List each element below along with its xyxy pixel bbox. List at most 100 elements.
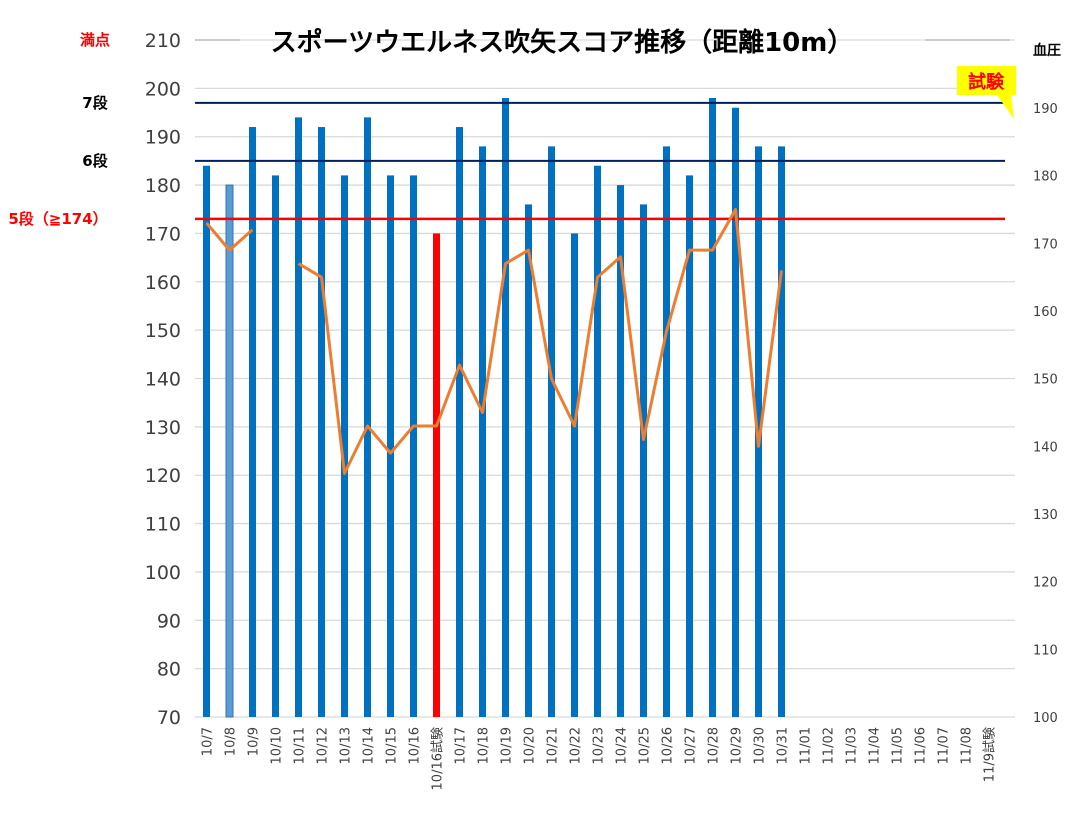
x-tick-label: 10/11 (293, 727, 308, 764)
bar (548, 146, 555, 717)
x-tick-label: 10/26 (661, 727, 676, 764)
x-tick-label: 10/14 (362, 727, 377, 764)
x-tick-label: 11/04 (868, 727, 883, 764)
x-tick-label: 11/03 (845, 727, 860, 764)
y-tick-label: 170 (145, 223, 181, 245)
y-tick-label: 120 (145, 465, 181, 487)
chart-title: スポーツウエルネス吹矢スコア推移（距離10m） (271, 27, 854, 58)
x-tick-label: 10/21 (546, 727, 561, 764)
bar (249, 127, 256, 718)
bar (272, 175, 279, 717)
y-tick-label: 210 (145, 30, 181, 52)
bar (456, 127, 463, 718)
y-tick-label: 80 (157, 659, 181, 681)
bar (640, 204, 647, 717)
x-tick-label: 10/10 (270, 727, 285, 764)
line-segment (297, 208, 783, 475)
axis-layer: 70 80 90 100 110 120 130 140 150 160 170 180 190 200 2… (8, 30, 1057, 790)
bar (732, 107, 739, 717)
y2-tick-label: 110 (1033, 643, 1058, 658)
exam-callout: 試験 (957, 66, 1016, 119)
y2-tick-label: 190 (1033, 102, 1058, 117)
y-tick-label: 110 (145, 514, 181, 536)
blood-pressure-line-layer (205, 208, 783, 475)
x-tick-label: 10/28 (707, 727, 722, 764)
x-tick-label: 10/8 (224, 727, 239, 756)
bar (479, 146, 486, 717)
x-tick-label: 11/07 (937, 727, 952, 764)
bar (525, 204, 532, 717)
x-tick-label: 10/13 (339, 727, 354, 764)
x-tick-label: 11/08 (960, 727, 975, 764)
x-tick-label: 10/18 (477, 727, 492, 764)
bar (410, 175, 417, 717)
x-tick-label: 10/27 (684, 727, 699, 764)
x-tick-label: 10/17 (454, 727, 469, 764)
reference-line-label: 7段 (82, 94, 107, 112)
reference-line-label: 満点 (80, 31, 110, 49)
callout-text: 試験 (968, 71, 1005, 93)
line-segment (205, 222, 254, 252)
x-tick-label: 10/12 (316, 727, 331, 764)
bars-layer (203, 98, 785, 718)
bar (663, 146, 670, 717)
bar (387, 175, 394, 717)
callout-shape (957, 66, 1016, 119)
x-tick-label: 11/02 (822, 727, 837, 764)
y-tick-label: 90 (157, 610, 181, 632)
x-tick-label: 10/15 (385, 727, 400, 764)
x-tick-label: 10/24 (615, 727, 630, 764)
bar (318, 127, 325, 718)
reference-line-label: 5段（≧174） (8, 210, 107, 228)
x-tick-label: 10/16 (408, 727, 423, 764)
x-tick-label: 10/20 (523, 727, 538, 764)
x-tick-label: 10/29 (730, 727, 745, 764)
y-tick-label: 180 (145, 175, 181, 197)
y2-tick-label: 160 (1033, 305, 1058, 320)
y2-tick-label: 130 (1033, 508, 1058, 523)
x-tick-label: 11/9試験 (982, 727, 998, 782)
bar (295, 117, 302, 717)
y-tick-label: 130 (145, 417, 181, 439)
x-tick-label: 10/31 (776, 727, 791, 764)
grid-layer (195, 39, 1015, 718)
bar (341, 175, 348, 717)
y-tick-label: 70 (157, 707, 181, 729)
x-tick-label: 11/06 (914, 727, 929, 764)
x-tick-label: 10/23 (592, 727, 607, 764)
x-tick-label: 11/05 (891, 727, 906, 764)
y2-tick-label: 120 (1033, 576, 1058, 591)
bar (686, 175, 693, 717)
reference-lines-layer (195, 39, 1010, 221)
x-tick-label: 10/25 (638, 727, 653, 764)
bar (594, 165, 601, 717)
y-tick-label: 190 (145, 127, 181, 149)
bar (571, 233, 578, 717)
x-tick-label: 10/19 (500, 727, 515, 764)
bar (709, 98, 716, 718)
bar (778, 146, 785, 717)
bar (364, 117, 371, 717)
y-tick-label: 200 (145, 78, 181, 100)
y2-tick-label: 180 (1033, 170, 1058, 185)
x-tick-label: 10/22 (569, 727, 584, 764)
y2-tick-label: 150 (1033, 373, 1058, 388)
bar (203, 165, 210, 717)
y2-tick-label: 100 (1033, 711, 1058, 726)
bar (617, 185, 624, 718)
reference-line-label: 6段 (82, 152, 107, 170)
bar (433, 233, 440, 717)
y-tick-label: 150 (145, 320, 181, 342)
bar (225, 184, 234, 718)
right-axis-title: 血圧 (1033, 42, 1061, 59)
y2-tick-label: 170 (1033, 237, 1058, 252)
y-tick-label: 160 (145, 272, 181, 294)
x-tick-label: 10/16試験 (430, 727, 446, 790)
bar (502, 98, 509, 718)
y-tick-label: 140 (145, 369, 181, 391)
x-tick-label: 10/9 (247, 727, 262, 756)
y-tick-label: 100 (145, 562, 181, 584)
x-tick-label: 11/01 (799, 727, 814, 764)
